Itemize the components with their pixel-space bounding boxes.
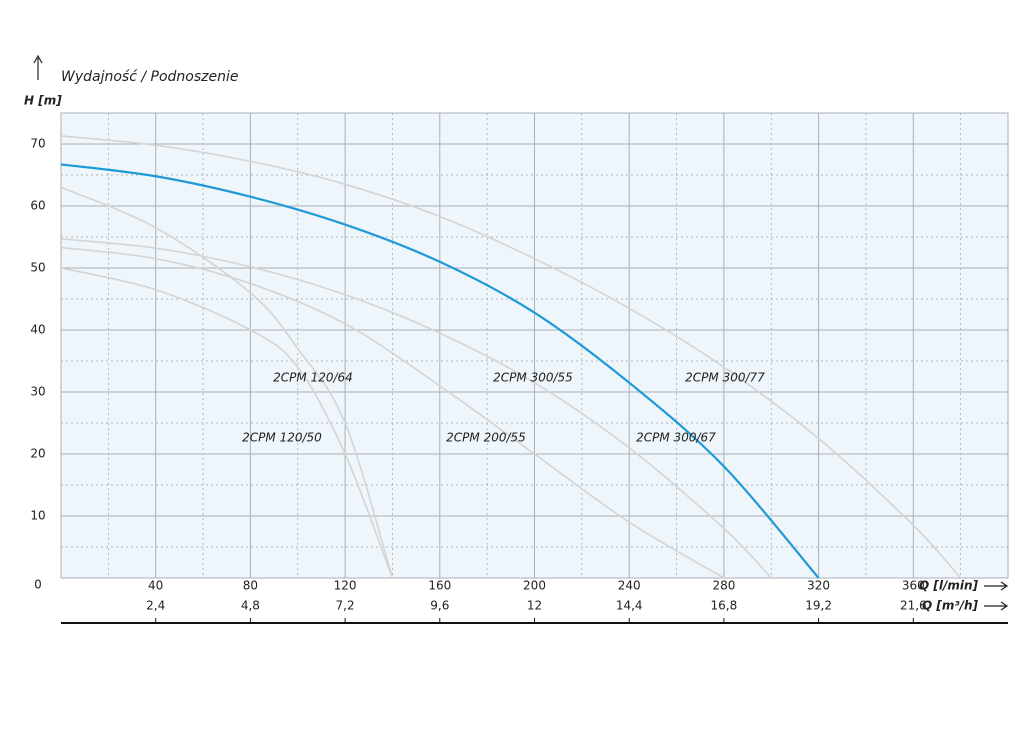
x-tick-label: 200 <box>523 579 546 593</box>
pump-curve <box>60 267 394 579</box>
x2-tick-label: 16,8 <box>711 599 738 613</box>
x2-tick-label: 2,4 <box>146 599 165 613</box>
x2-tick-label: 21,6 <box>900 599 927 613</box>
y-axis-label: H [m] <box>24 94 62 108</box>
y-tick-label: 10 <box>30 509 45 523</box>
curve-label: 2CPM 300/77 <box>685 371 765 385</box>
pump-curve <box>60 238 772 579</box>
x2-axis-label: Q [m³/h] <box>922 599 979 613</box>
curve-label: 2CPM 300/67 <box>636 431 716 445</box>
x-tick-label: 360 <box>902 579 925 593</box>
curve-label: 2CPM 120/50 <box>242 431 322 445</box>
x2-tick-label: 14,4 <box>616 599 643 613</box>
plot-border <box>60 112 1009 579</box>
y-tick-label: 0 <box>34 578 42 592</box>
x2-tick-label: 19,2 <box>805 599 832 613</box>
x-tick-label: 80 <box>243 579 258 593</box>
y-tick-label: 60 <box>30 199 45 213</box>
pump-curve <box>60 135 962 579</box>
chart-title: Wydajność / Podnoszenie <box>61 69 239 85</box>
x2-tick-label: 7,2 <box>336 599 355 613</box>
y-tick-label: 20 <box>30 447 45 461</box>
y-tick-label: 30 <box>30 385 45 399</box>
y-arrow-head <box>33 54 43 64</box>
y-tick-label: 70 <box>30 137 45 151</box>
pump-curve <box>60 246 725 579</box>
x2-tick-label: 9,6 <box>430 599 449 613</box>
x2-tick-label: 12 <box>527 599 542 613</box>
x-tick-label: 280 <box>712 579 735 593</box>
x-arrows <box>984 581 1009 611</box>
x-tick-label: 40 <box>148 579 163 593</box>
x-tick-label: 160 <box>428 579 451 593</box>
x-axis-label: Q [l/min] <box>919 579 979 593</box>
curve-label: 2CPM 120/64 <box>273 371 353 385</box>
x-tick-label: 240 <box>618 579 641 593</box>
y-tick-label: 50 <box>30 261 45 275</box>
curve-label: 2CPM 300/55 <box>493 371 573 385</box>
pump-curve <box>60 163 820 579</box>
x2-tick-label: 4,8 <box>241 599 260 613</box>
curve-label: 2CPM 200/55 <box>446 431 526 445</box>
pump-curve <box>60 186 394 579</box>
x-tick-label: 120 <box>334 579 357 593</box>
y-tick-label: 40 <box>30 323 45 337</box>
x-tick-label: 320 <box>807 579 830 593</box>
